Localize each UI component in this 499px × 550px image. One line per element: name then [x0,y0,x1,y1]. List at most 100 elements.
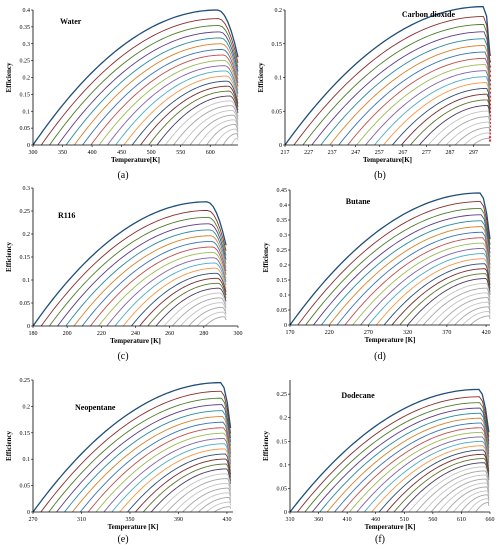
y-tick-label: 0.2 [280,263,288,269]
x-tick-label: 247 [351,150,360,156]
series-line [341,427,490,513]
x-tick-label: 260 [165,331,174,337]
y-tick-label: 0.1 [280,463,288,469]
x-tick-label: 270 [29,517,38,523]
subplot-label: (f) [375,534,385,545]
subplot-label: (c) [117,351,128,362]
y-axis-label: Efficiency [257,62,265,92]
y-tick-label: 0.15 [277,278,288,284]
series-line [122,267,227,327]
series-line [344,237,491,326]
series-line [454,127,491,146]
y-tick-label: 0 [284,323,287,329]
y-tick-label: 0.45 [277,188,288,194]
series-line [293,16,491,146]
x-tick-label: 267 [398,150,407,156]
series-line [391,268,491,326]
series-line [311,407,490,513]
x-axis-label: Temperature[K] [363,156,412,164]
chart-title: Neopentane [75,403,116,412]
series-line [319,412,490,513]
y-tick-label: 0 [27,143,30,149]
x-tick-label: 320 [403,330,412,336]
series-line [73,43,239,146]
series-line [401,462,490,513]
y-tick-label: 0.15 [20,431,31,437]
series-line [40,209,227,327]
series-line [48,397,232,513]
x-tick-label: 217 [281,150,290,156]
x-tick-label: 287 [445,150,454,156]
x-tick-label: 410 [343,517,352,523]
series-line [329,45,491,146]
series-line [147,282,227,327]
series-line [206,501,232,513]
series-line [430,478,490,513]
series-line [148,90,239,146]
series-line [98,59,239,146]
y-tick-label: 0.25 [20,59,31,65]
series-line [462,310,491,326]
series-line [289,192,491,326]
x-tick-label: 600 [206,150,215,156]
y-tick-label: 0.15 [277,439,288,445]
series-line [131,272,227,327]
x-tick-label: 220 [97,331,106,337]
series-line [368,253,491,326]
series-line [320,38,491,146]
x-tick-label: 257 [375,150,384,156]
end-point-marker [488,139,492,142]
y-tick-label: 0.1 [280,293,288,299]
series-line [446,301,491,326]
y-tick-label: 0 [27,510,30,516]
series-line [305,207,491,326]
subplot-label: (d) [374,351,386,362]
y-tick-label: 0.25 [20,209,31,215]
x-tick-label: 370 [442,330,451,336]
x-tick-label: 350 [58,150,67,156]
x-tick-label: 180 [29,331,38,337]
series-line [328,226,491,326]
series-line [422,287,491,326]
x-axis-label: Temperature [K] [365,336,416,344]
subplot-label: (e) [117,534,128,545]
y-tick-label: 0.15 [20,92,31,98]
x-tick-label: 280 [199,331,208,337]
series-line [321,220,491,326]
y-tick-label: 0 [284,510,287,516]
subplot-3: 180 200 220 240 260 280 300 0 0.05 0.1 0.15 0.2 0.25… [5,186,243,362]
subplot-1: 300 350 400 450 500 550 600 0 0.05 0.1 0.15 0.2 0.25… [5,8,239,181]
x-tick-label: 237 [328,150,337,156]
y-tick-label: 0.35 [20,25,31,31]
subplot-2: 217 227 237 247 257 267 277 287 297 0 0.05 0.1 0.15 0… [257,5,492,181]
y-tick-label: 0.3 [280,233,288,239]
x-tick-label: 430 [222,517,231,523]
series-line [445,121,491,146]
series-line [423,474,490,513]
series-line [352,242,491,326]
series-line [155,287,227,327]
chart-title: Dodecane [341,391,375,400]
series-line [454,306,491,326]
x-tick-label: 450 [117,150,126,156]
y-tick-label: 0 [279,143,282,149]
subplot-4: 170 220 270 320 370 420 0 0.05 0.1 0.15 0.2 0.25 0.3… [262,188,491,362]
series-line [383,82,491,146]
series-line [338,51,491,146]
y-tick-label: 0.1 [275,76,283,82]
series-line [313,214,491,326]
y-tick-label: 0.1 [23,278,31,284]
y-tick-label: 0.2 [23,232,31,238]
series-line [114,262,227,327]
series-line [127,453,232,513]
x-tick-label: 350 [125,517,134,523]
series-line [467,498,490,513]
series-line [40,18,239,146]
series-line [326,417,490,513]
series-line [65,229,227,327]
series-line [57,223,227,327]
series-line [95,432,232,513]
y-tick-label: 0.2 [23,76,31,82]
series-line [87,427,232,513]
